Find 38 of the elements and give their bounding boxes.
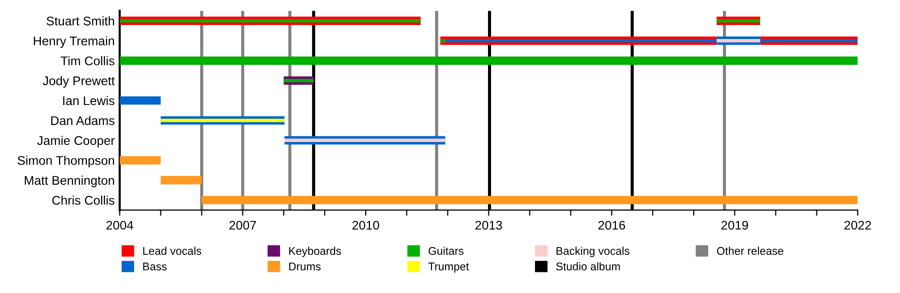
legend-label: Bass (143, 262, 167, 270)
legend-label: Drums (289, 262, 321, 270)
y-tick-label: Tim Collis (60, 56, 114, 66)
legend-label: Trumpet (428, 262, 469, 273)
y-tick-label: Simon Thompson (18, 156, 114, 168)
y-tick-label: Matt Bennington (24, 176, 114, 188)
y-tick-label: Henry Tremain (34, 36, 114, 48)
y-tick-label: Jamie Cooper (37, 136, 115, 148)
y-tick-label: Stuart Smith (46, 16, 114, 26)
bar (160, 118, 285, 122)
x-tick-label: 2019 (721, 220, 748, 230)
bar (284, 78, 314, 82)
legend-label: Backing vocals (556, 246, 630, 258)
bar (120, 96, 161, 105)
x-tick-label: 2010 (352, 220, 380, 230)
bar (284, 138, 446, 142)
legend-label: Guitars (428, 246, 464, 255)
x-tick-label: 2013 (475, 220, 502, 230)
y-tick-label: Dan Adams (51, 116, 114, 126)
legend-label: Keyboards (289, 246, 341, 258)
bar (716, 19, 760, 22)
y-tick-label: Jody Prewett (42, 76, 115, 88)
legend-label: Lead vocals (143, 246, 202, 255)
y-tick-label: Ian Lewis (63, 96, 114, 106)
bar (120, 156, 161, 164)
x-tick-label: 2007 (229, 220, 256, 230)
bar (440, 39, 446, 42)
legend-label: Other release (716, 246, 784, 255)
bar (120, 19, 421, 22)
x-tick-label: 2004 (106, 220, 134, 230)
x-tick-label: 2022 (844, 220, 871, 230)
y-tick-label: Chris Collis (52, 196, 114, 205)
bar (716, 39, 760, 42)
bar (160, 176, 202, 184)
bar (202, 196, 858, 204)
bar (760, 39, 858, 42)
x-tick-label: 2016 (598, 220, 626, 230)
legend-label: Studio album (556, 262, 620, 270)
